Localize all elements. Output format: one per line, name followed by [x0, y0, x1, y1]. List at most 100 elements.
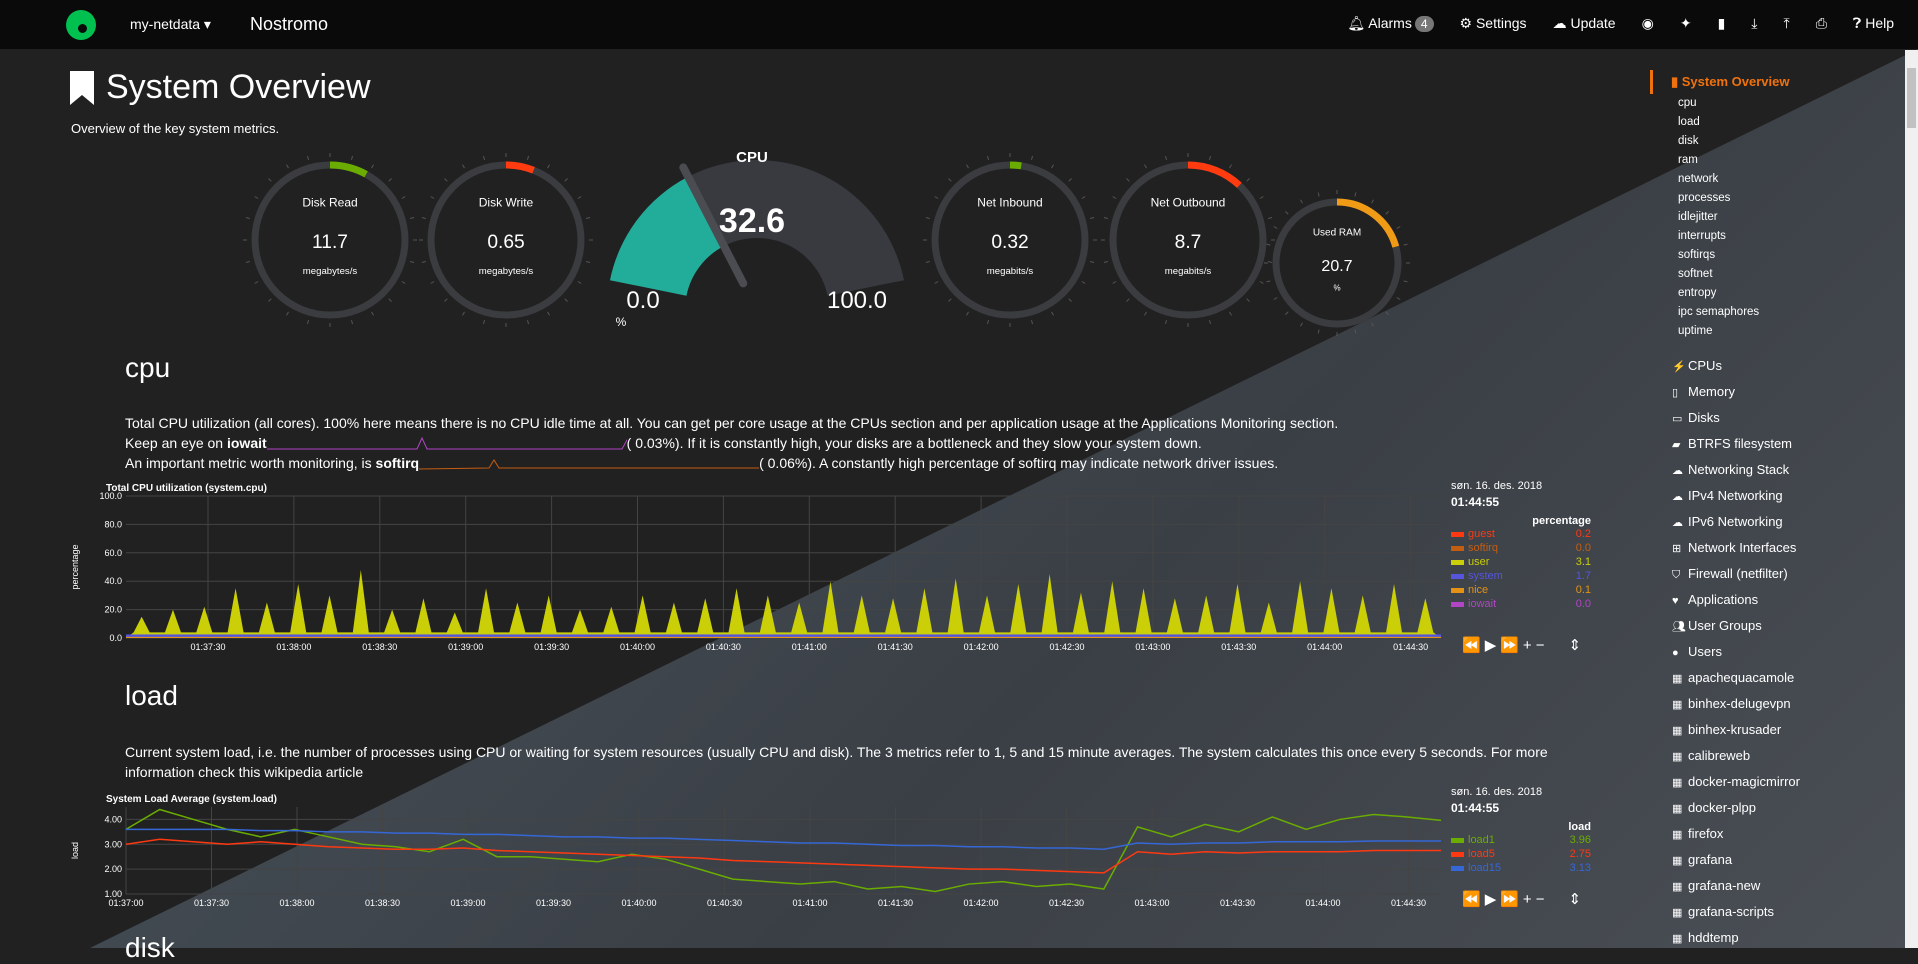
x-tick-label: 01:43:00 [1134, 898, 1169, 908]
settings-button[interactable]: ⚙ Settings [1459, 15, 1527, 31]
scrollbar[interactable] [1905, 50, 1918, 948]
sidebar-item-btrfs-filesystem[interactable]: ▰ BTRFS filesystem [1650, 431, 1800, 457]
sidebar-subitem-ram[interactable]: ram [1678, 154, 1698, 166]
twitter-icon[interactable]: ✦ [1679, 15, 1692, 31]
legend-item-load15[interactable]: load15 3.13 [1451, 861, 1591, 875]
gauge-tick [1081, 281, 1086, 284]
sidebar-subitem-interrupts[interactable]: interrupts [1678, 230, 1726, 242]
upload-icon[interactable]: ⤒ [1783, 15, 1790, 31]
gauge-tick [1354, 329, 1357, 334]
pan-right-icon[interactable]: ⏩ [1500, 637, 1523, 654]
legend-item-load5[interactable]: load5 2.75 [1451, 847, 1591, 861]
sidebar-subitem-uptime[interactable]: uptime [1678, 325, 1713, 337]
netdata-logo[interactable] [66, 10, 96, 40]
resize-icon[interactable]: ⇕ [1568, 637, 1586, 654]
gauge-tick [1229, 164, 1232, 169]
legend-item-iowait[interactable]: iowait 0.0 [1451, 597, 1591, 611]
sidebar-item-network-interfaces[interactable]: ⊞ Network Interfaces [1650, 535, 1800, 561]
zoom-out-icon[interactable]: − [1535, 891, 1549, 908]
facebook-icon[interactable]: ▮ [1717, 15, 1726, 31]
zoom-out-icon[interactable]: − [1535, 637, 1549, 654]
gauge-tick [306, 155, 310, 160]
sidebar-item-system-overview[interactable]: ▮ System Overview [1650, 70, 1800, 94]
hostname[interactable]: Nostromo [250, 14, 329, 34]
legend-swatch [1451, 573, 1464, 579]
legend-item-system[interactable]: system 1.7 [1451, 569, 1591, 583]
sidebar-item-grafana-new[interactable]: ▦ grafana-new [1650, 873, 1800, 899]
help-button[interactable]: ❓︎ Help [1852, 15, 1894, 31]
sidebar-item-disks[interactable]: ▭ Disks [1650, 405, 1800, 431]
sidebar-subitem-softirqs[interactable]: softirqs [1678, 249, 1716, 261]
sidebar-item-firefox[interactable]: ▦ firefox [1650, 821, 1800, 847]
gauge-tick [1126, 298, 1130, 302]
sidebar-item-firewall-netfilter-[interactable]: ⛉ Firewall (netfilter) [1650, 561, 1800, 587]
play-icon[interactable]: ▶ [1484, 637, 1501, 654]
pan-left-icon[interactable]: ⏪ [1462, 637, 1485, 654]
sidebar-item-docker-magicmirror[interactable]: ▦ docker-magicmirror [1650, 769, 1800, 795]
sidebar-item-networking-stack[interactable]: ☁ Networking Stack [1650, 457, 1800, 483]
sidebar-item-applications[interactable]: ♥ Applications [1650, 587, 1800, 613]
sidebar-item-hddtemp[interactable]: ▦ hddtemp [1650, 925, 1800, 951]
gauge-tick [401, 281, 406, 284]
sidebar-item-calibreweb[interactable]: ▦ calibreweb [1650, 743, 1800, 769]
sidebar-item-grafana[interactable]: ▦ grafana [1650, 847, 1800, 873]
sidebar-item-ipv4-networking[interactable]: ☁ IPv4 Networking [1650, 483, 1800, 509]
load-description: Current system load, i.e. the number of … [125, 744, 1548, 780]
resize-icon[interactable]: ⇕ [1568, 891, 1586, 908]
sidebar-item-cpus[interactable]: ⚡ CPUs [1650, 353, 1800, 379]
gauge-tick [371, 311, 374, 316]
legend-swatch [1451, 531, 1464, 537]
sidebar-subitem-softnet[interactable]: softnet [1678, 268, 1713, 280]
play-icon[interactable]: ▶ [1484, 891, 1501, 908]
gauge-tick [1300, 199, 1303, 204]
cpu-chart[interactable]: Total CPU utilization (system.cpu) percen… [60, 475, 1450, 660]
sidebar-subitem-cpu[interactable]: cpu [1678, 97, 1697, 109]
sidebar-item-user-groups[interactable]: 👥︎ User Groups [1650, 613, 1800, 639]
pan-left-icon[interactable]: ⏪ [1462, 891, 1485, 908]
legend-item-nice[interactable]: nice 0.1 [1451, 583, 1591, 597]
iowait-note: Keep an eye on iowait( 0.03%). If it is … [125, 435, 1202, 451]
sidebar-subitem-network[interactable]: network [1678, 173, 1719, 185]
x-tick-label: 01:41:00 [792, 898, 827, 908]
server-menu[interactable]: my-netdata ▾ [130, 16, 211, 32]
sidebar-subitem-entropy[interactable]: entropy [1678, 287, 1717, 299]
load-chart[interactable]: System Load Average (system.load) load 1.0… [60, 786, 1450, 911]
legend-item-user[interactable]: user 3.1 [1451, 555, 1591, 569]
update-button[interactable]: ☁ Update [1552, 15, 1616, 31]
print-icon[interactable]: ⎙ [1815, 15, 1827, 31]
gauge-tick [1229, 311, 1232, 316]
zoom-in-icon[interactable]: + [1522, 637, 1536, 654]
sidebar-item-binhex-delugevpn[interactable]: ▦ binhex-delugevpn [1650, 691, 1800, 717]
legend-swatch [1451, 559, 1464, 565]
sidebar-subitem-ipc-semaphores[interactable]: ipc semaphores [1678, 306, 1760, 318]
gauge-tick [430, 196, 435, 199]
legend-item-guest[interactable]: guest 0.2 [1451, 527, 1591, 541]
gauge-tick [245, 216, 250, 220]
gauge-tick [254, 196, 259, 199]
zoom-in-icon[interactable]: + [1522, 891, 1536, 908]
download-icon[interactable]: ⤓ [1751, 15, 1758, 31]
github-icon[interactable]: ◉ [1641, 15, 1654, 31]
sidebar-item-grafana-scripts[interactable]: ▦ grafana-scripts [1650, 899, 1800, 925]
legend-item-softirq[interactable]: softirq 0.0 [1451, 541, 1591, 555]
sidebar-subitem-idlejitter[interactable]: idlejitter [1678, 211, 1718, 223]
sidebar-item-binhex-krusader[interactable]: ▦ binhex-krusader [1650, 717, 1800, 743]
gauge-text: 20.7 [1321, 258, 1352, 275]
sidebar-item-docker-plpp[interactable]: ▦ docker-plpp [1650, 795, 1800, 821]
sidebar-item-users[interactable]: ● Users [1650, 639, 1800, 665]
pan-right-icon[interactable]: ⏩ [1500, 891, 1523, 908]
sidebar-subitem-disk[interactable]: disk [1678, 135, 1699, 147]
sidebar-item-memory[interactable]: ▯ Memory [1650, 379, 1800, 405]
x-tick-label: 01:40:00 [621, 898, 656, 908]
page-subtitle: Overview of the key system metrics. [71, 121, 280, 136]
gauge-text: 0.0 [626, 287, 659, 314]
alarms-button[interactable]: 🔔︎ Alarms 4 [1347, 15, 1434, 32]
legend-item-load1[interactable]: load1 3.96 [1451, 833, 1591, 847]
th-icon: ▦ [1672, 777, 1683, 789]
sidebar-subitem-processes[interactable]: processes [1678, 192, 1731, 204]
gauge-disk-read: Disk Read 11.7 megabytes/s [243, 153, 417, 327]
sidebar-item-apachequacamole[interactable]: ▦ apachequacamole [1650, 665, 1800, 691]
th-icon: ▦ [1672, 881, 1683, 893]
sidebar-subitem-load[interactable]: load [1678, 116, 1700, 128]
sidebar-item-ipv6-networking[interactable]: ☁ IPv6 Networking [1650, 509, 1800, 535]
